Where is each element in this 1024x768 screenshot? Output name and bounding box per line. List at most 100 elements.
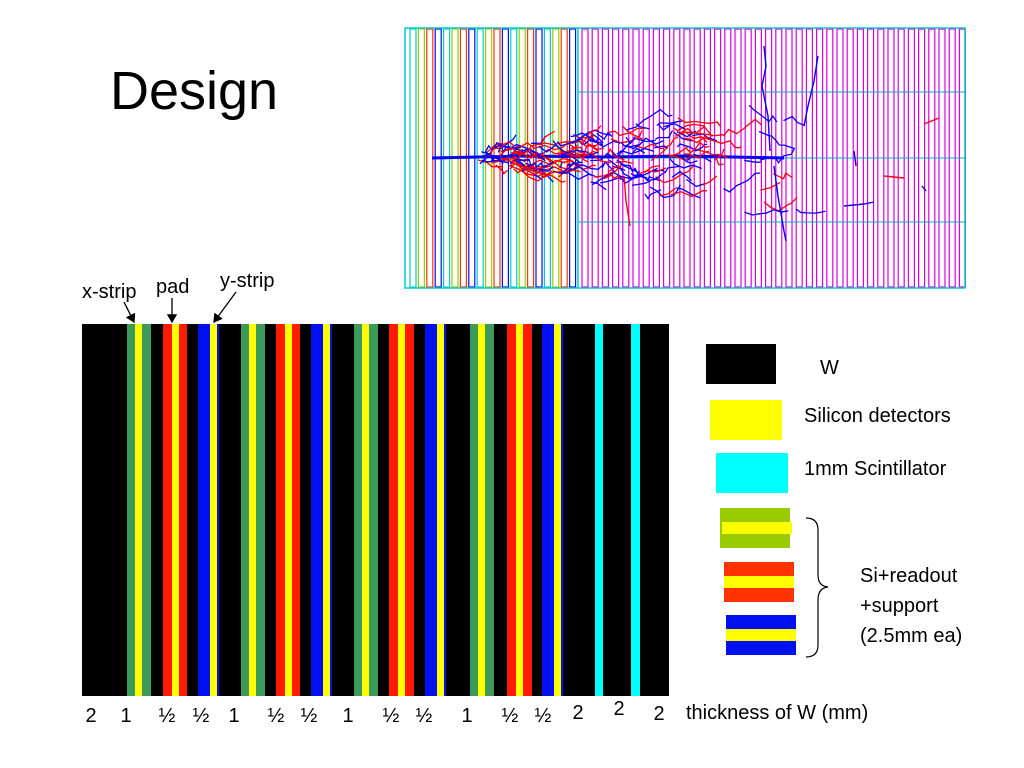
shower-track	[526, 159, 572, 170]
shower-track	[606, 147, 625, 161]
legend-readout-line-1: Si+readout	[860, 565, 958, 587]
shower-track	[685, 178, 706, 188]
pad-layer-1	[163, 324, 187, 696]
shower-track	[594, 164, 622, 178]
shower-track	[510, 147, 533, 156]
shower-track	[607, 165, 621, 173]
shower-track	[566, 161, 583, 167]
shower-track	[610, 130, 643, 144]
shower-track	[590, 181, 607, 191]
thickness-value: 2	[613, 698, 625, 720]
x-strip-layer-3	[354, 324, 378, 696]
thickness-value: ½	[158, 705, 176, 727]
shower-track	[620, 163, 641, 175]
shower-track	[481, 134, 517, 158]
shower-track	[758, 130, 796, 150]
shower-track	[680, 127, 724, 137]
legend-pad-readout-swatch	[724, 562, 794, 602]
shower-track	[773, 165, 787, 242]
shower-track	[748, 104, 778, 123]
shower-track	[510, 160, 550, 176]
shower-track	[625, 136, 637, 145]
shower-track	[683, 135, 710, 144]
x-strip-layer-1	[127, 324, 151, 696]
y-strip-layer-1	[198, 324, 219, 696]
shower-track	[675, 187, 701, 199]
shower-track	[883, 175, 905, 179]
scintillator-layer-1	[595, 324, 603, 696]
shower-track	[773, 171, 793, 180]
thickness-value: 1	[228, 705, 240, 727]
thickness-value: ½	[192, 705, 210, 727]
shower-track	[559, 149, 574, 158]
shower-track	[658, 124, 670, 131]
shower-track	[666, 154, 692, 161]
shower-track	[620, 141, 640, 148]
shower-track	[592, 171, 648, 186]
shower-track	[592, 146, 604, 150]
shower-track	[528, 130, 555, 150]
shower-track	[650, 146, 669, 162]
x-strip-layer-2	[241, 324, 265, 696]
thickness-value: 1	[461, 705, 473, 727]
shower-track	[616, 147, 646, 155]
shower-track	[783, 115, 806, 127]
pad-layer-2	[276, 324, 300, 696]
shower-track	[603, 174, 622, 181]
shower-track	[684, 150, 710, 159]
legend-silicon-label: Silicon detectors	[804, 405, 951, 427]
shower-track	[803, 55, 819, 127]
shower-track	[558, 158, 580, 178]
thickness-value: ½	[267, 705, 285, 727]
pad-layer-4	[507, 324, 532, 696]
shower-track	[686, 153, 712, 163]
shower-track	[608, 159, 626, 172]
shower-track	[608, 127, 646, 137]
shower-track	[644, 189, 662, 200]
shower-tracks	[431, 45, 940, 242]
shower-track	[556, 138, 583, 147]
shower-track	[715, 159, 724, 166]
sim-readout-layer	[417, 28, 425, 288]
shower-track	[656, 120, 682, 127]
shower-track	[723, 172, 761, 193]
shower-track	[760, 181, 781, 191]
shower-track	[676, 143, 708, 152]
shower-track	[630, 172, 664, 182]
shower-track	[492, 141, 522, 150]
shower-track	[491, 157, 524, 171]
shower-track	[489, 154, 503, 163]
shower-track	[631, 180, 651, 187]
y-strip-arrow	[213, 291, 237, 324]
thickness-value: 2	[85, 705, 97, 727]
sim-readout-layer	[426, 28, 434, 288]
shower-track	[493, 141, 515, 150]
legend-scintillator-label: 1mm Scintillator	[804, 458, 947, 480]
shower-track	[521, 161, 554, 173]
shower-track	[649, 184, 681, 199]
shower-track	[633, 147, 655, 154]
shower-track	[616, 159, 639, 174]
x-strip-label: x-strip	[82, 281, 137, 303]
shower-track	[517, 159, 554, 173]
shower-track	[699, 135, 742, 149]
shower-simulation-image	[404, 27, 966, 289]
shower-track	[623, 175, 631, 227]
shower-track	[510, 154, 532, 165]
sim-readout-layer	[552, 28, 560, 288]
shower-track	[654, 145, 668, 149]
scintillator-layer-2	[631, 324, 640, 696]
y-strip-label: y-strip	[220, 270, 275, 292]
shower-track	[570, 132, 603, 147]
shower-track	[759, 148, 795, 164]
shower-track	[497, 143, 546, 162]
shower-track	[921, 185, 927, 192]
shower-track	[654, 130, 674, 140]
sim-readout-layer	[518, 28, 526, 288]
shower-track	[572, 152, 611, 164]
shower-track	[761, 45, 771, 152]
shower-track	[714, 148, 725, 161]
shower-track	[669, 146, 688, 158]
thickness-value: ½	[534, 705, 552, 727]
shower-track	[853, 150, 857, 167]
